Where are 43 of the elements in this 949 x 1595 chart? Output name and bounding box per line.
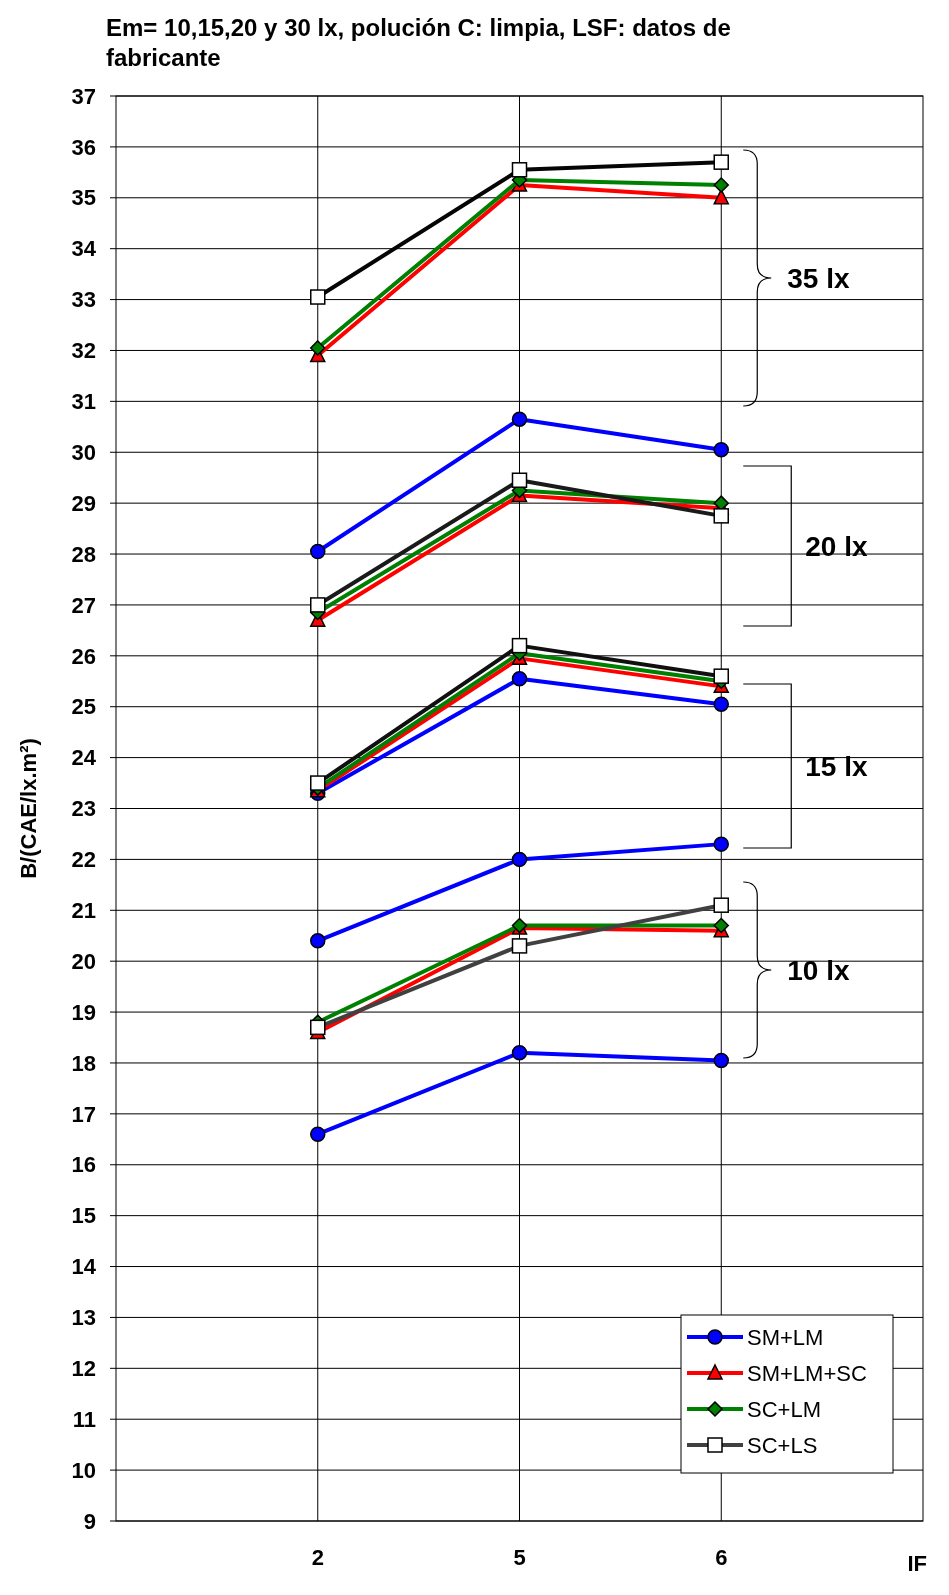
y-tick-label: 36 xyxy=(71,134,96,160)
y-tick-label: 20 xyxy=(71,948,96,974)
y-tick-label: 28 xyxy=(71,541,96,567)
annotation: 35 lx xyxy=(787,262,850,294)
y-tick-label: 23 xyxy=(71,796,96,822)
x-tick-label: 5 xyxy=(513,1545,526,1570)
x-tick-label: 2 xyxy=(311,1545,324,1570)
x-axis-title: IF xyxy=(907,1551,927,1576)
y-tick-label: 13 xyxy=(71,1305,96,1331)
y-tick-label: 30 xyxy=(71,439,96,465)
y-tick-label: 33 xyxy=(71,287,96,313)
y-tick-label: 31 xyxy=(71,389,96,415)
y-tick-label: 24 xyxy=(71,745,97,771)
y-tick-label: 12 xyxy=(71,1356,96,1382)
y-tick-label: 26 xyxy=(71,643,96,669)
legend-label: SC+LM xyxy=(747,1396,821,1422)
y-tick-label: 9 xyxy=(83,1508,96,1534)
y-tick-label: 11 xyxy=(72,1406,96,1432)
y-tick-label: 27 xyxy=(71,592,96,618)
y-tick-label: 14 xyxy=(71,1254,97,1280)
y-tick-label: 34 xyxy=(71,236,97,262)
x-tick-label: 6 xyxy=(715,1545,728,1570)
y-tick-label: 37 xyxy=(71,83,96,109)
y-tick-label: 16 xyxy=(71,1152,96,1178)
y-tick-label: 17 xyxy=(71,1101,96,1127)
y-tick-label: 32 xyxy=(71,338,96,364)
y-tick-label: 19 xyxy=(71,999,96,1025)
y-tick-label: 35 xyxy=(71,185,96,211)
y-tick-label: 21 xyxy=(71,897,96,923)
annotation: 15 lx xyxy=(805,750,868,782)
y-tick-label: 22 xyxy=(71,847,96,873)
y-axis-title: B/(CAE/lx.m²) xyxy=(16,738,41,879)
y-tick-label: 15 xyxy=(71,1203,96,1229)
legend-label: SM+LM+SC xyxy=(747,1360,867,1386)
legend-label: SM+LM xyxy=(747,1324,824,1350)
chart-title: Em= 10,15,20 y 30 lx, polución C: limpia, LSF: datos de fabricante xyxy=(106,14,731,71)
y-tick-label: 25 xyxy=(71,694,96,720)
y-tick-label: 10 xyxy=(71,1457,96,1483)
y-tick-label: 29 xyxy=(71,490,96,516)
legend-label: SC+LS xyxy=(747,1432,818,1458)
annotation: 20 lx xyxy=(805,530,868,562)
y-tick-label: 18 xyxy=(71,1050,96,1076)
annotation: 10 lx xyxy=(787,954,850,986)
